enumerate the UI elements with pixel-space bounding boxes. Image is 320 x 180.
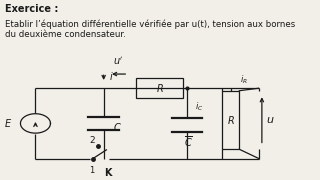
Text: $u'$: $u'$	[113, 55, 124, 67]
Text: $i_C$: $i_C$	[195, 100, 204, 113]
Text: 1: 1	[89, 166, 94, 175]
Bar	[222, 91, 239, 149]
Text: Exercice :: Exercice :	[5, 4, 59, 13]
Text: $R$: $R$	[156, 82, 164, 94]
Text: Etablir l’équation différentielle vérifiée par u(t), tension aux bornes
du deuxi: Etablir l’équation différentielle vérifi…	[5, 19, 296, 39]
Text: $E$: $E$	[4, 117, 12, 129]
Bar	[136, 78, 183, 98]
Text: $i_R$: $i_R$	[240, 74, 248, 86]
Text: $\overline{C}$: $\overline{C}$	[184, 134, 193, 149]
Text: $C$: $C$	[113, 121, 122, 133]
Text: $u$: $u$	[266, 115, 275, 125]
Text: $\mathbf{K}$: $\mathbf{K}$	[104, 166, 113, 178]
Text: $R$: $R$	[227, 114, 235, 126]
Text: 2: 2	[89, 136, 95, 145]
Text: $i$: $i$	[109, 70, 114, 82]
